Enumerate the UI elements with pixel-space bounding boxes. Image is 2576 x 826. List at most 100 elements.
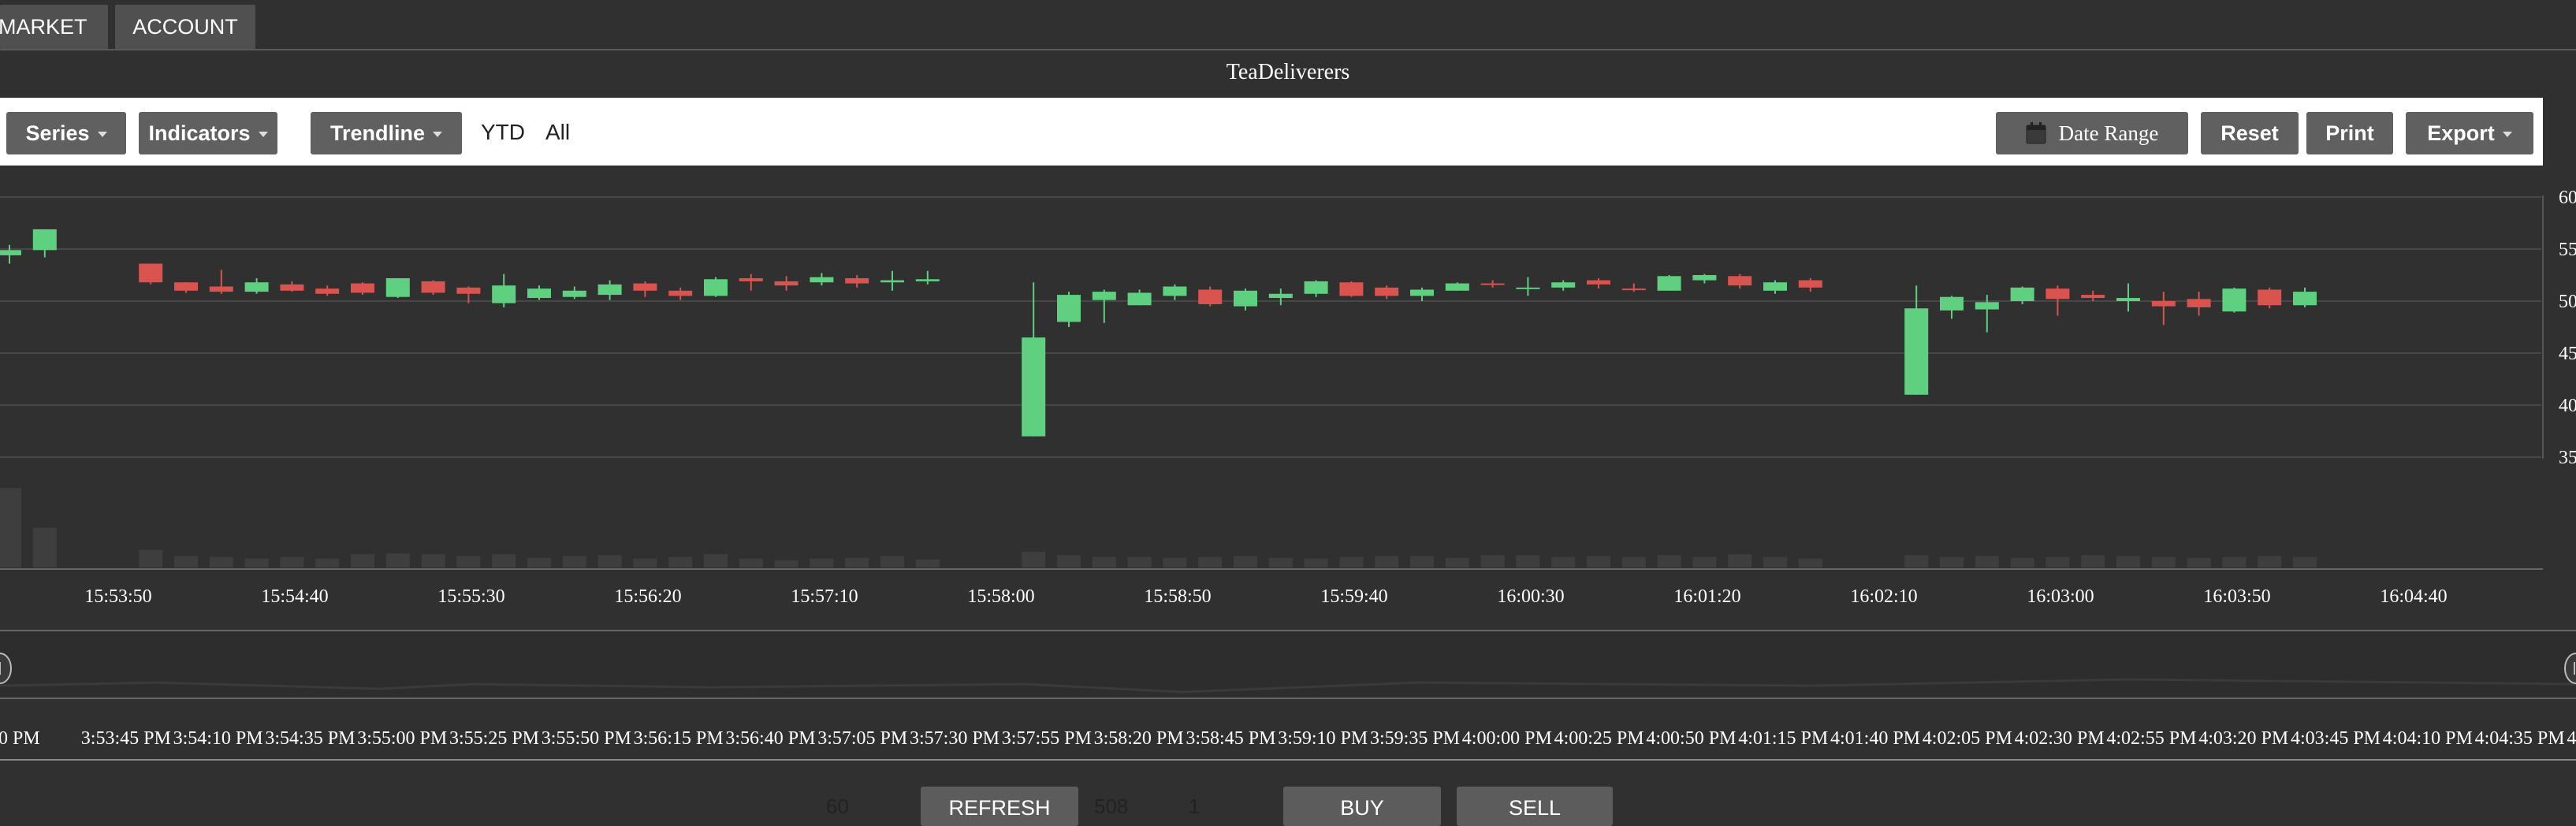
navigator-time-label: 20 PM	[0, 728, 40, 749]
volume-bar	[1621, 556, 1646, 567]
candle-up	[915, 279, 940, 281]
volume-bar	[1657, 555, 1681, 567]
candle-up	[1975, 302, 1999, 310]
reset-label: Reset	[2220, 121, 2279, 145]
volume-bar	[2222, 556, 2247, 567]
tab-account-label: ACCOUNT	[132, 14, 238, 39]
candle-down	[845, 277, 869, 284]
navigator-time-label: 4:04:35 PM	[2475, 728, 2565, 749]
volume-bar	[1445, 557, 1469, 567]
trendline-label: Trendline	[329, 121, 426, 145]
sell-label: SELL	[1508, 796, 1562, 820]
navigator-time-label: 3:57:30 PM	[910, 728, 1000, 749]
volume-bars	[0, 488, 2317, 567]
y-tick-label: 55	[2559, 240, 2576, 260]
candle-up	[1022, 337, 1046, 437]
navigator-time-label: 3:57:05 PM	[817, 728, 907, 749]
candle-up	[1304, 281, 1328, 294]
trendline-dropdown-button[interactable]: Trendline	[311, 112, 462, 154]
volume-bar	[1339, 556, 1364, 567]
volume-bar	[1551, 556, 1576, 567]
export-label: Export	[2427, 121, 2495, 145]
navigator-time-label: 4:00:00 PM	[1462, 728, 1552, 749]
chevron-down-icon	[97, 131, 107, 137]
volume-bar	[527, 557, 551, 567]
candle-up	[1410, 289, 1434, 296]
volume-bar	[244, 558, 269, 567]
volume-bar	[1022, 551, 1046, 567]
candle-down	[351, 283, 374, 293]
tab-market[interactable]: MARKET	[0, 5, 108, 49]
candle-up	[1657, 276, 1681, 291]
calendar-icon	[2026, 122, 2046, 144]
indicators-dropdown-button[interactable]: Indicators	[139, 112, 277, 154]
navigator-right-handle[interactable]	[2564, 653, 2576, 684]
all-range-button[interactable]: All	[545, 120, 571, 144]
y-tick-label: 45	[2559, 344, 2576, 364]
ytd-range-button[interactable]: YTD	[481, 120, 525, 144]
candle-down	[315, 288, 340, 294]
x-tick-label: 15:53:50	[84, 586, 151, 607]
candle-up	[562, 290, 586, 297]
volume-bar	[597, 555, 622, 567]
date-range-button[interactable]: Date Range	[1996, 112, 2188, 154]
x-tick-label: 16:00:30	[1497, 586, 1564, 607]
x-tick-label: 15:54:40	[261, 586, 328, 607]
navigator-time-label: 3:59:35 PM	[1370, 728, 1460, 749]
sell-button[interactable]: SELL	[1457, 787, 1613, 826]
print-button[interactable]: Print	[2306, 112, 2393, 154]
volume-bar	[739, 558, 763, 567]
buy-label: BUY	[1340, 796, 1384, 820]
tab-account[interactable]: ACCOUNT	[115, 5, 255, 49]
candle-up	[1127, 292, 1152, 306]
candle-up	[1551, 282, 1576, 288]
series-dropdown-button[interactable]: Series	[6, 112, 126, 154]
candle-down	[668, 290, 693, 296]
reset-button[interactable]: Reset	[2201, 112, 2299, 154]
candle-up	[527, 288, 551, 299]
volume-bar	[1375, 556, 1399, 567]
export-dropdown-button[interactable]: Export	[2406, 112, 2533, 154]
buy-button[interactable]: BUY	[1283, 787, 1441, 826]
volume-bar	[1127, 556, 1152, 567]
candle-down	[1587, 280, 1610, 285]
volume-bar	[2151, 556, 2176, 567]
lot-value[interactable]: 1	[1189, 794, 1201, 818]
candle-down	[1728, 276, 1752, 286]
volume-bar	[668, 556, 693, 567]
chart-toolbar: Series Indicators Trendline YTD All Date…	[0, 98, 2543, 166]
series-label: Series	[25, 121, 90, 145]
candle-up	[1057, 295, 1081, 322]
candle-up	[1268, 293, 1293, 299]
candle-down	[2258, 289, 2282, 306]
volume-bar	[1198, 556, 1223, 567]
candle-up	[2293, 292, 2317, 306]
volume-bar	[915, 559, 940, 567]
candle-down	[1339, 282, 1364, 296]
navigator-left-handle[interactable]	[0, 653, 12, 684]
volume-bar	[2046, 556, 2070, 567]
x-tick-label: 15:55:30	[437, 586, 504, 607]
volume-bar	[2258, 556, 2282, 567]
candle-up	[385, 277, 410, 297]
candle-down	[774, 281, 798, 286]
candle-down	[2046, 288, 2070, 300]
candle-up	[492, 285, 516, 303]
tab-market-label: MARKET	[0, 14, 87, 39]
refresh-button[interactable]: REFRESH	[921, 787, 1078, 826]
candle-up	[1692, 275, 1717, 281]
volume-bar	[280, 556, 304, 567]
quantity-value[interactable]: 60	[826, 794, 849, 818]
x-axis: 15:53:50 15:54:40 15:55:30 15:56:20 15:57:10…	[84, 586, 2447, 607]
candle-up	[704, 279, 728, 296]
volume-bar	[2187, 557, 2211, 567]
price-value[interactable]: 508	[1094, 794, 1129, 818]
refresh-label: REFRESH	[948, 796, 1051, 820]
candle-up	[1163, 286, 1187, 296]
x-tick-label: 15:56:20	[614, 586, 681, 607]
candle-up	[1516, 287, 1540, 289]
volume-bar	[1940, 556, 1964, 567]
y-tick-label: 60	[2559, 188, 2576, 208]
